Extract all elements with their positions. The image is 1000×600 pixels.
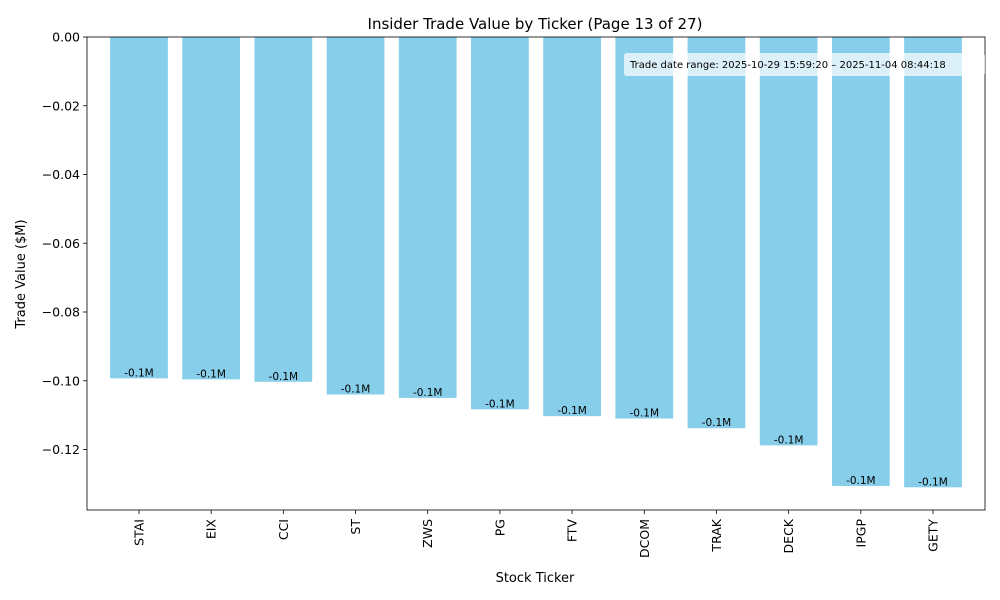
bar	[398, 37, 457, 398]
x-tick-label: FTV	[565, 519, 580, 543]
data-label: -0.1M	[774, 434, 804, 446]
data-label: -0.1M	[196, 368, 226, 380]
bar	[326, 37, 385, 395]
plot-area: -0.1M STAI -0.1M EIX -0.1M CCI -0.1M ST -0.1M ZWS…	[42, 30, 986, 558]
bar	[904, 37, 962, 488]
bar	[110, 37, 168, 379]
x-tick-label: STAI	[131, 519, 146, 546]
data-label: -0.1M	[269, 371, 299, 383]
x-tick-label: EIX	[204, 519, 219, 540]
chart-title: Insider Trade Value by Ticker (Page 13 o…	[368, 15, 703, 33]
x-tick-label: IPGP	[853, 519, 868, 548]
annotation-text: Trade date range: 2025-10-29 15:59:20 – …	[629, 60, 946, 71]
plot-frame	[86, 36, 986, 511]
annotation-box	[624, 53, 985, 76]
x-tick-label: PG	[492, 519, 507, 536]
data-label: -0.1M	[485, 398, 515, 410]
x-tick-label: ST	[348, 519, 363, 535]
y-tick-label: −0.08	[42, 305, 80, 320]
x-tick-label: TRAK	[709, 518, 724, 552]
y-tick-label: −0.10	[42, 373, 80, 388]
data-label: -0.1M	[557, 405, 587, 417]
data-label: -0.1M	[124, 367, 154, 379]
y-tick-label: −0.06	[42, 236, 80, 251]
y-tick-label: −0.04	[42, 167, 80, 182]
data-label: -0.1M	[341, 384, 371, 396]
y-tick-label: −0.02	[42, 98, 80, 113]
bar	[687, 37, 746, 429]
data-label: -0.1M	[846, 475, 876, 487]
x-tick-label: GETY	[926, 519, 941, 552]
y-tick-label: −0.12	[42, 442, 80, 457]
bar	[543, 37, 601, 417]
bar	[254, 37, 313, 382]
bar	[182, 37, 241, 380]
data-label: -0.1M	[702, 417, 732, 429]
data-label: -0.1M	[630, 408, 660, 420]
bar	[615, 37, 674, 419]
y-tick-label: 0.00	[52, 30, 80, 45]
bar	[759, 37, 818, 446]
x-tick-label: CCI	[276, 519, 291, 540]
x-tick-label: DCOM	[637, 519, 652, 558]
data-label: -0.1M	[413, 387, 443, 399]
y-axis-label: Trade Value ($M)	[14, 219, 29, 329]
x-tick-label: ZWS	[420, 519, 435, 548]
x-axis-label: Stock Ticker	[496, 571, 575, 586]
data-label: -0.1M	[918, 476, 948, 488]
x-tick-label: DECK	[781, 518, 796, 553]
bar	[831, 37, 890, 486]
bar	[471, 37, 529, 410]
